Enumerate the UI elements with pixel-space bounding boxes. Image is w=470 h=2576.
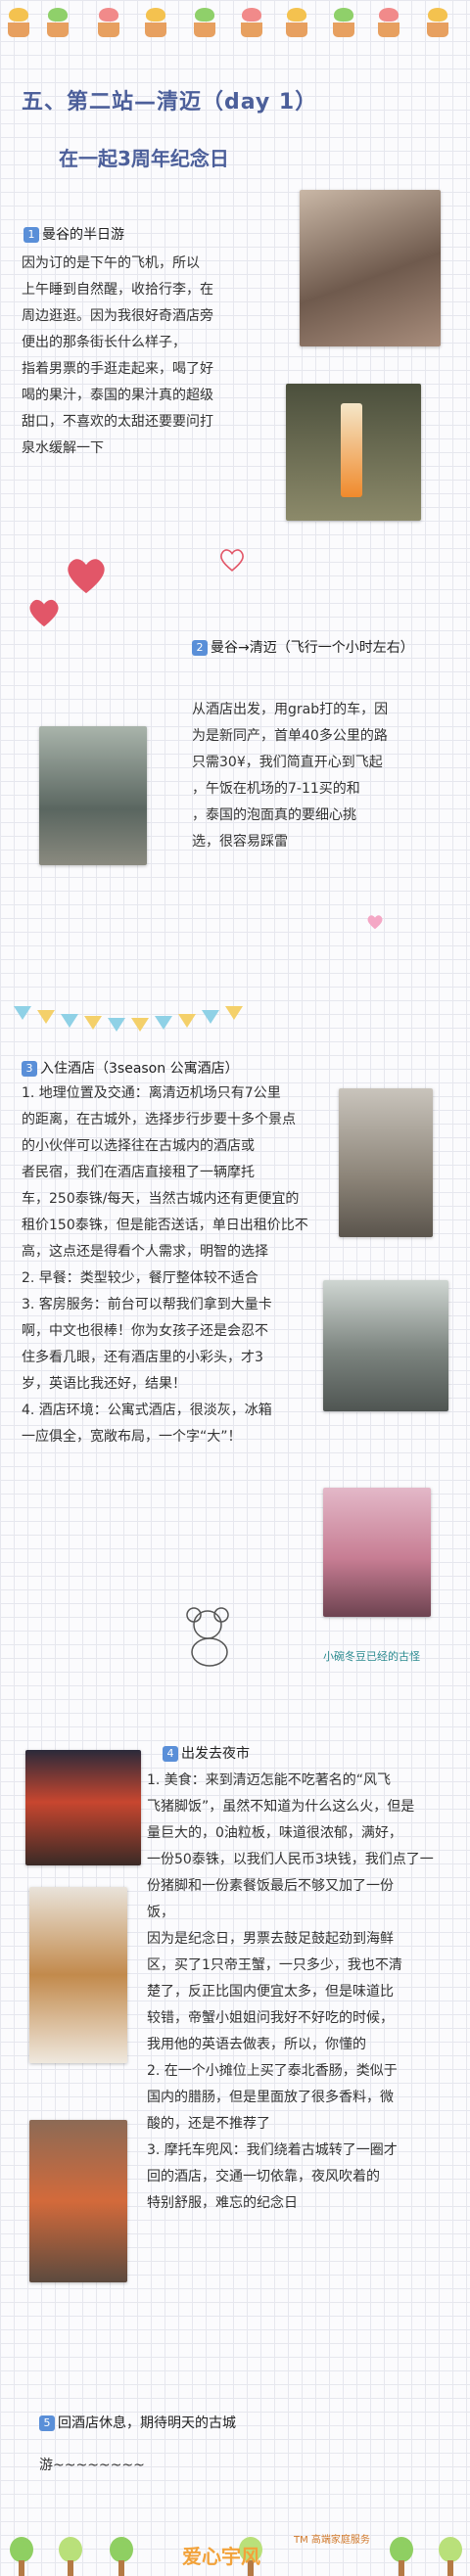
flower-pot-icon xyxy=(331,8,356,37)
seafood-photo xyxy=(29,2120,127,2282)
heart-icon xyxy=(366,914,384,930)
footer-watermark: 爱心宇风 xyxy=(182,2545,260,2568)
section-5-text: 游~~~~~~~~ xyxy=(39,2458,145,2473)
juice-photo xyxy=(286,384,421,521)
dog-doodle-icon xyxy=(176,1603,245,1672)
page-title: 五、第二站—清迈（day 1） xyxy=(22,90,318,115)
section-1-heading: 1 曼谷的半日游 xyxy=(24,223,124,247)
section-2-text: 从酒店出发，用grab打的车，因 为是新同产，首单40多公里的路 只需30¥，我… xyxy=(192,702,389,850)
heart-icon xyxy=(219,548,245,572)
footer-trees xyxy=(0,2535,470,2576)
section-3-text: 1. 地理位置及交通：离清迈机场只有7公里 的距离，在古城外，选择步行步要十多个… xyxy=(22,1085,308,1445)
section-4-heading: 4 出发去夜市 xyxy=(163,1742,250,1766)
street-photo xyxy=(39,726,147,865)
flower-pot-icon xyxy=(143,8,168,37)
night-market-photo xyxy=(25,1750,141,1865)
photo-caption: 小碗冬豆已经的古怪 xyxy=(323,1650,420,1663)
triangle-banner xyxy=(14,1006,268,1035)
couple-selfie-photo xyxy=(300,190,441,346)
section-3-heading: 3 入住酒店（3season 公寓酒店） xyxy=(22,1057,239,1081)
flower-pot-icon xyxy=(192,8,217,37)
hotel-lobby-photo xyxy=(339,1088,433,1237)
page-subtitle: 在一起3周年纪念日 xyxy=(59,147,229,170)
section-1-text: 因为订的是下午的飞机，所以 上午睡到自然醒，收拾行李，在 周边逛逛。因为我很好奇… xyxy=(22,255,213,456)
pork-knuckle-rice-photo xyxy=(29,1887,127,2063)
girl-selfie-photo xyxy=(323,1488,431,1617)
section-4-text: 1. 美食：来到清迈怎能不吃著名的“风飞 飞猪脚饭”，虽然不知道为什么这么火，但… xyxy=(147,1772,434,2211)
section-2-heading: 2 曼谷→清迈（飞行一个小时左右） xyxy=(192,636,437,660)
flower-pot-border xyxy=(0,0,470,43)
flower-pot-icon xyxy=(6,8,31,37)
flower-pot-icon xyxy=(239,8,264,37)
heart-icon xyxy=(27,597,61,628)
section-5-heading: 5 回酒店休息，期待明天的古城 xyxy=(39,2412,333,2435)
flower-pot-icon xyxy=(425,8,450,37)
flower-pot-icon xyxy=(284,8,309,37)
flower-pot-icon xyxy=(376,8,401,37)
flower-pot-icon xyxy=(96,8,121,37)
motorbike-photo xyxy=(323,1280,448,1411)
footer-tagline: TM 高端家庭服务 xyxy=(294,2535,370,2546)
heart-icon xyxy=(65,556,108,595)
flower-pot-icon xyxy=(45,8,70,37)
